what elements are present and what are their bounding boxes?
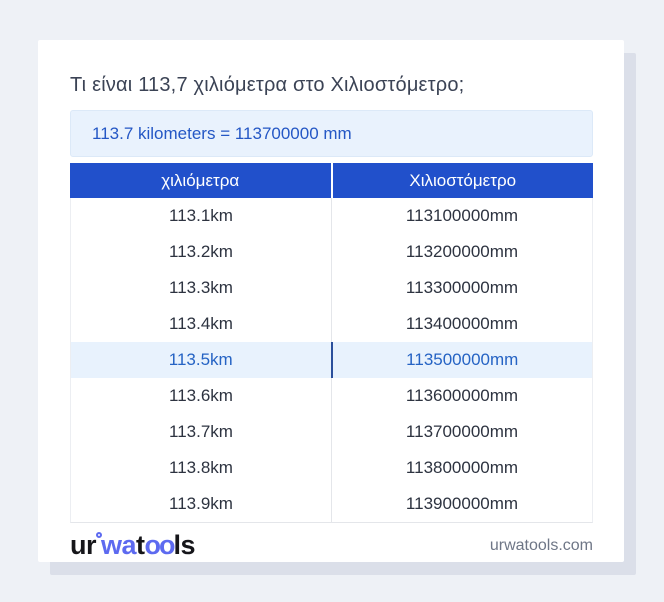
logo-text-part: t [136,530,145,560]
table-header-row: χιλιόμετρα Χιλιοστόμετρο [70,163,593,198]
logo-ring-icon [96,532,102,538]
km-cell: 113.7km [71,414,332,450]
column-header-millimeters: Χιλιοστόμετρο [332,163,593,198]
mm-cell: 113900000mm [405,494,519,513]
mm-cell: 113200000mm [405,242,519,261]
mm-cell: 113600000mm [405,386,519,405]
mm-cell: 113300000mm [405,278,519,297]
km-cell: 113.9km [71,486,332,522]
logo-text-part: ur [70,530,97,560]
km-cell: 113.1km [71,198,332,234]
mm-cell: 113500000mm [406,350,519,369]
mm-cell: 113800000mm [405,458,519,477]
km-cell: 113.3km [71,270,332,306]
mm-cell: 113700000mm [405,422,519,441]
page-title: Τι είναι 113,7 χιλιόμετρα στο Χιλιοστόμε… [70,74,465,96]
mm-cell: 113100000mm [405,206,519,225]
column-header-kilometers: χιλιόμετρα [70,163,333,198]
conversion-card: Τι είναι 113,7 χιλιόμετρα στο Χιλιοστόμε… [38,40,624,562]
table-row[interactable]: 113.3km 113300000mm [71,270,592,306]
table-row[interactable]: 113.1km 113100000mm [71,198,592,234]
table-row[interactable]: 113.9km 113900000mm [71,486,592,522]
logo-text-part: oo [144,530,176,560]
answer-text: 113.7 kilometers = 113700000 mm [92,123,352,143]
mm-cell: 113400000mm [405,314,519,333]
km-cell: 113.6km [71,378,332,414]
table-row[interactable]: 113.4km 113400000mm [71,306,592,342]
table-row-highlighted[interactable]: 113.5km 113500000mm [71,342,592,378]
km-cell: 113.8km [71,450,332,486]
km-cell: 113.4km [71,306,332,342]
km-cell: 113.2km [71,234,332,270]
km-cell: 113.5km [71,342,333,378]
table-row[interactable]: 113.6km 113600000mm [71,378,592,414]
table-row[interactable]: 113.2km 113200000mm [71,234,592,270]
logo-text-part: wa [101,530,137,560]
site-domain: urwatools.com [489,536,593,554]
conversion-table: χιλιόμετρα Χιλιοστόμετρο 113.1km 11310000… [70,163,593,523]
table-body: 113.1km 113100000mm 113.2km 113200000mm 113.… [70,198,593,523]
table-row[interactable]: 113.7km 113700000mm [71,414,592,450]
logo-text-part: ls [173,530,196,560]
answer-box: 113.7 kilometers = 113700000 mm [70,110,593,157]
card-footer: ur watools urwatools.com [70,530,593,561]
table-row[interactable]: 113.8km 113800000mm [71,450,592,486]
urwatools-logo[interactable]: ur watools [70,530,196,561]
